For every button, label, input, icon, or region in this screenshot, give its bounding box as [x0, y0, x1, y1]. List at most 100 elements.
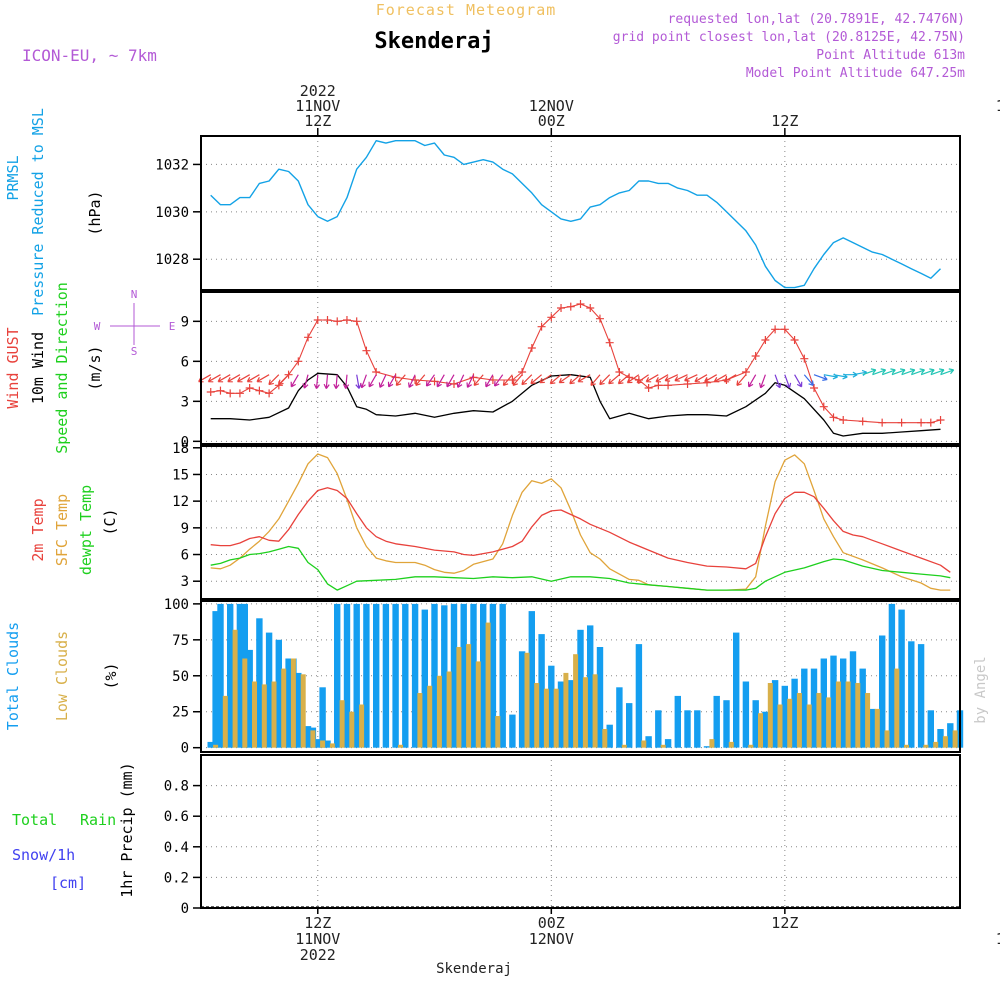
total-cloud-bar [499, 603, 506, 748]
low-cloud-bar [485, 622, 491, 748]
total-cloud-bar [596, 647, 604, 748]
compass-n: N [131, 288, 138, 301]
wind-direction-arrow [590, 374, 601, 386]
wind-direction-arrow [617, 374, 630, 385]
low-cloud-bar [534, 683, 540, 748]
y-tick-label: 1032 [155, 157, 189, 173]
pressure-label-long: Pressure Reduced to MSL [29, 108, 47, 316]
low-cloud-bar [621, 744, 627, 748]
wind-direction-arrow [940, 368, 955, 376]
total-cloud-bar [285, 658, 292, 748]
gust-marker [352, 317, 361, 326]
total-cloud-bar [392, 603, 399, 748]
total-cloud-bar [616, 687, 623, 748]
low-cloud-bar [495, 716, 501, 748]
total-cloud-bar [713, 695, 720, 748]
data-layer [198, 140, 964, 908]
wind-direction-arrow [278, 374, 290, 386]
y-tick-label: 1028 [155, 252, 189, 268]
low-cloud-bar [466, 644, 472, 748]
wind-direction-arrow [378, 374, 387, 388]
total-cloud-bar [538, 634, 545, 748]
y-tick-label: 25 [172, 705, 189, 721]
total-cloud-bar [626, 703, 633, 748]
low-cloud-bar [524, 652, 530, 748]
low-cloud-bar [320, 740, 326, 748]
total-cloud-bar [373, 603, 380, 748]
low-cloud-bar [787, 698, 793, 748]
wind-direction-arrow [774, 374, 782, 389]
y-tick-label: 12 [172, 494, 189, 510]
total-cloud-bar [460, 603, 467, 748]
wind-direction-arrow [930, 368, 945, 376]
gust-marker [751, 352, 760, 360]
total-cloud-bar [227, 603, 234, 748]
wind-direction-arrow [911, 368, 925, 376]
y-tick-label: 0 [181, 741, 189, 757]
gust-marker [839, 416, 848, 424]
total-cloud-bar [781, 685, 788, 748]
total-cloud-bar [236, 603, 244, 748]
gust-marker [615, 368, 624, 376]
wind-direction-arrow [425, 374, 435, 387]
gust-marker [245, 384, 254, 392]
gust-marker [741, 368, 750, 376]
low-cloud-bar [563, 672, 569, 748]
low-cloud-bar [427, 685, 433, 748]
gust-marker [936, 416, 945, 424]
total-cloud-bar [441, 605, 448, 748]
gust-marker [216, 386, 225, 395]
model-label: ICON-EU, ~ 7km [22, 46, 157, 65]
wind-direction-arrow [713, 374, 727, 383]
total-cloud-bar [840, 658, 847, 748]
x-tick-label-top: 12Z [771, 112, 798, 130]
dewpt-label: dewpt Temp [77, 485, 95, 575]
y-tick-label: 0.8 [164, 779, 189, 795]
gust-marker [235, 389, 244, 398]
wind-direction-arrow [549, 374, 562, 385]
gust-marker [508, 376, 517, 384]
gust-marker [664, 381, 673, 390]
low-cloud-bar [281, 668, 287, 748]
x-tick-label-top: 2022 [300, 82, 336, 100]
low-cloud-bar [855, 683, 861, 748]
clouds-unit: (%) [102, 662, 120, 689]
x-tick-label-top: 12NOV [529, 97, 574, 115]
low-cloud-bar [261, 684, 267, 748]
low-cloud-bar [417, 693, 423, 748]
low-cloud-bar [923, 744, 929, 748]
total-cloud-bar [879, 635, 886, 748]
wind-direction-arrow [608, 374, 620, 385]
low-cloud-bar [222, 695, 228, 748]
frame-layer [193, 128, 961, 914]
total-cloud-bar [304, 726, 312, 748]
wind-direction-arrow [268, 374, 280, 386]
gust-marker [518, 368, 527, 376]
y-tick-label: 0 [181, 434, 189, 450]
temp-sfc-label: SFC Temp [53, 494, 71, 566]
wind-direction-arrow [323, 374, 330, 389]
gust-marker [790, 336, 799, 344]
x-tick-label-bottom: 13NOV [996, 930, 1000, 948]
dewpt-line [210, 545, 951, 591]
x-tick-label-bottom: 00Z [538, 914, 565, 932]
total-cloud-bar [820, 658, 827, 748]
gust-marker [255, 386, 264, 395]
snow-unit: [cm] [50, 874, 86, 892]
total-cloud-bar [810, 668, 818, 748]
total-cloud-bar [771, 680, 779, 748]
temp-unit: (C) [101, 508, 119, 535]
total-cloud-bar [343, 603, 351, 748]
total-cloud-bar [411, 603, 419, 748]
wind-direction-arrow [333, 374, 340, 389]
total-cloud-bar [723, 700, 730, 748]
wind-direction-arrow [558, 374, 572, 384]
wind-direction-arrow [872, 368, 887, 376]
total-cloud-bar [480, 603, 487, 748]
grid-layer [201, 136, 960, 909]
low-cloud-bar [748, 744, 754, 748]
wind-direction-arrow [342, 374, 350, 389]
wind-direction-arrow [784, 374, 792, 389]
low-cloud-bar [806, 704, 812, 748]
gust-marker [430, 377, 439, 386]
